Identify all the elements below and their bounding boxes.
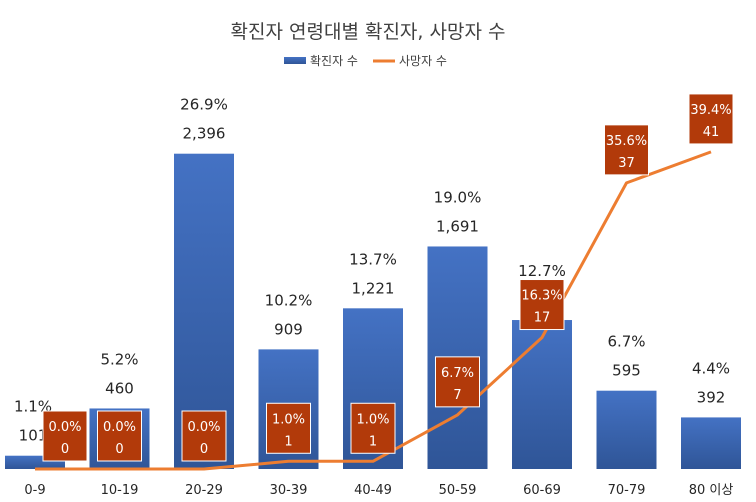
death-label-20-29: 0.0% 0: [181, 410, 227, 462]
death-label-box: [519, 279, 565, 331]
death-value-label: 7: [453, 388, 461, 403]
death-percent-label: 0.0%: [187, 420, 220, 435]
death-label-50-59: 6.7% 7: [435, 356, 480, 408]
bar-percent-label: 5.2%: [100, 350, 138, 368]
bar-value-label: 460: [105, 379, 134, 397]
bar-value-label: 1,691: [436, 217, 479, 235]
bar-60-69: [512, 320, 572, 469]
x-tick-label: 80 이상: [689, 483, 734, 498]
death-label-40-49: 1.0% 1: [350, 402, 396, 454]
chart-title: 확진자 연령대별 확진자, 사망자 수: [231, 21, 506, 43]
bar-value-label: 392: [697, 388, 726, 406]
death-value-label: 0: [200, 442, 208, 457]
death-percent-label: 16.3%: [521, 289, 562, 304]
bar-value-label: 909: [274, 320, 303, 338]
death-label-0-9: 0.0% 0: [42, 410, 88, 462]
legend-label-deaths: 사망자 수: [399, 54, 447, 68]
death-percent-label: 35.6%: [606, 134, 647, 149]
legend: 확진자 수 사망자 수: [284, 54, 447, 68]
bar-value-label: 101: [19, 427, 48, 445]
bar-value-label: 595: [612, 362, 641, 380]
x-tick-label: 0-9: [24, 483, 45, 498]
death-label-box: [181, 410, 227, 462]
bar-percent-label: 19.0%: [434, 188, 482, 206]
death-percent-label: 0.0%: [48, 420, 81, 435]
bar-percent-label: 26.9%: [180, 96, 228, 114]
bar-percent-label: 6.7%: [607, 333, 645, 351]
bar-70-79: [596, 390, 657, 469]
x-tick-label: 60-69: [523, 483, 561, 498]
death-label-70-79: 35.6% 37: [604, 124, 649, 176]
death-percent-label: 1.0%: [272, 412, 305, 427]
death-label-box: [97, 410, 142, 462]
death-line: [35, 150, 712, 471]
bar-labels: 1.1%1015.2%46026.9%2,39610.2%90913.7%1,2…: [14, 96, 730, 445]
death-label-box: [435, 356, 480, 408]
death-label-box: [604, 124, 649, 176]
death-label-box: [42, 410, 88, 462]
death-label-80 이상: 39.4% 41: [688, 93, 734, 145]
death-label-box: [688, 93, 734, 145]
death-value-label: 0: [61, 442, 69, 457]
legend-swatch-confirmed: [284, 57, 306, 64]
death-value-label: 1: [284, 434, 292, 449]
legend-label-confirmed: 확진자 수: [310, 54, 358, 68]
x-tick-label: 10-19: [101, 483, 139, 498]
death-labels: 0.0% 0 0.0% 0 0.0% 0 1.0% 1 1.0% 1 6.7% 7 16.3% 17 35.…: [42, 93, 734, 462]
bar-value-label: 2,396: [183, 125, 226, 143]
death-label-box: [266, 402, 311, 454]
death-value-label: 0: [115, 442, 123, 457]
x-tick-label: 30-39: [270, 483, 308, 498]
death-percent-label: 6.7%: [441, 366, 474, 381]
death-value-label: 17: [534, 311, 551, 326]
death-value-label: 37: [618, 156, 635, 171]
death-label-30-39: 1.0% 1: [266, 402, 311, 454]
death-percent-label: 39.4%: [690, 103, 731, 118]
death-label-60-69: 16.3% 17: [519, 279, 565, 331]
bar-percent-label: 4.4%: [692, 359, 730, 377]
death-label-box: [350, 402, 396, 454]
x-axis-ticks: 0-9 10-19 20-29 30-39 40-49 50-59 60-69 70-79 80…: [24, 483, 733, 498]
death-percent-label: 1.0%: [356, 412, 389, 427]
x-tick-label: 50-59: [439, 483, 477, 498]
bar-value-label: 1,221: [352, 279, 395, 297]
x-tick-label: 20-29: [185, 483, 223, 498]
death-line-layer: [34, 150, 712, 471]
x-tick-label: 40-49: [354, 483, 392, 498]
death-label-10-19: 0.0% 0: [97, 410, 142, 462]
bar-percent-label: 10.2%: [265, 291, 313, 309]
bar-percent-label: 12.7%: [518, 262, 566, 280]
death-value-label: 1: [369, 434, 377, 449]
x-tick-label: 70-79: [608, 483, 646, 498]
death-percent-label: 0.0%: [103, 420, 136, 435]
bar-80 이상: [681, 417, 741, 469]
bar-percent-label: 13.7%: [349, 250, 397, 268]
death-value-label: 41: [703, 125, 720, 140]
